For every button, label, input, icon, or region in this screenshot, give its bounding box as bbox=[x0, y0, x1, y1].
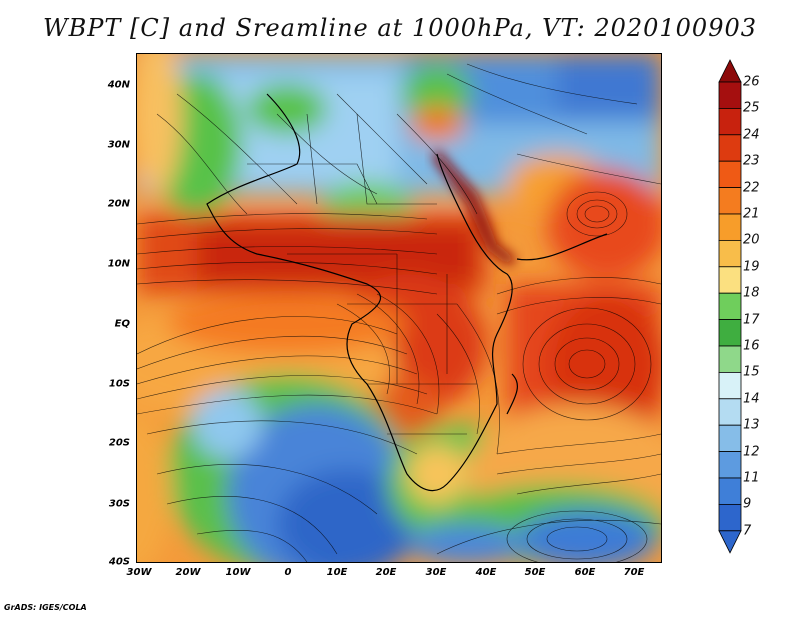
colorbar-tick-label: 7 bbox=[743, 523, 752, 539]
lon-label: 10E bbox=[326, 567, 348, 578]
colorbar-tick-label: 16 bbox=[743, 338, 760, 354]
colorbar-tick-label: 25 bbox=[743, 100, 760, 116]
country-borders bbox=[247, 113, 477, 435]
colorbar-tick-label: 13 bbox=[743, 417, 760, 433]
wbpt-field-map bbox=[137, 54, 661, 562]
colorbar-arrow-bottom bbox=[718, 530, 742, 554]
map-panel bbox=[136, 53, 662, 563]
lat-label: 20N bbox=[107, 198, 130, 210]
colorbar-swatch bbox=[718, 345, 742, 373]
temperature-shading bbox=[137, 54, 661, 562]
colorbar-tick-label: 26 bbox=[743, 74, 760, 90]
lon-label: 60E bbox=[574, 567, 596, 578]
colorbar-swatch bbox=[718, 371, 742, 400]
lat-label: 30S bbox=[108, 498, 130, 510]
colorbar-tick-label: 14 bbox=[743, 391, 760, 407]
colorbar-tick-label: 22 bbox=[743, 180, 760, 196]
lat-label: 30N bbox=[107, 139, 130, 151]
colorbar-tick-label: 15 bbox=[743, 364, 760, 380]
lon-label: 20W bbox=[175, 567, 201, 578]
colorbar-tick-label: 23 bbox=[743, 153, 760, 169]
lon-label: 70E bbox=[623, 567, 645, 578]
lat-label: 10S bbox=[108, 378, 130, 390]
coastlines bbox=[206, 93, 608, 492]
colorbar bbox=[718, 59, 742, 554]
colorbar-swatch bbox=[718, 108, 742, 136]
colorbar-swatch bbox=[718, 81, 742, 109]
colorbar-tick-label: 17 bbox=[743, 312, 760, 328]
lon-label: 30E bbox=[425, 567, 447, 578]
map-title: WBPT [C] and Sreamline at 1000hPa, VT: 2… bbox=[42, 14, 758, 42]
lon-label: 20E bbox=[375, 567, 397, 578]
lat-label: 10N bbox=[107, 258, 130, 270]
colorbar-swatch bbox=[718, 398, 742, 426]
colorbar-swatch bbox=[718, 319, 742, 347]
colorbar-tick-label: 9 bbox=[743, 496, 752, 512]
colorbar-tick-label: 20 bbox=[743, 232, 760, 248]
colorbar-tick-label: 24 bbox=[743, 127, 760, 143]
colorbar-arrow-top bbox=[718, 59, 742, 83]
lon-label: 10W bbox=[225, 567, 251, 578]
red-sea-hot-band bbox=[433, 149, 517, 266]
colorbar-tick-label: 11 bbox=[743, 470, 760, 486]
colorbar-swatch bbox=[718, 187, 742, 215]
streamlines bbox=[137, 63, 661, 562]
colorbar-swatch bbox=[718, 292, 742, 320]
colorbar-tick-label: 21 bbox=[743, 206, 760, 222]
lon-label: 40E bbox=[475, 567, 497, 578]
colorbar-swatch bbox=[718, 239, 742, 268]
colorbar-swatch bbox=[718, 451, 742, 479]
lat-label: 40N bbox=[107, 79, 130, 91]
lon-label: 30W bbox=[126, 567, 152, 578]
lat-label: 40S bbox=[108, 556, 130, 568]
colorbar-swatch bbox=[718, 160, 742, 188]
colorbar-swatch bbox=[718, 477, 742, 505]
lat-label: EQ bbox=[114, 318, 130, 330]
lon-label: 50E bbox=[524, 567, 546, 578]
colorbar-tick-label: 12 bbox=[743, 444, 760, 460]
colorbar-swatch bbox=[718, 503, 742, 532]
colorbar-swatch bbox=[718, 266, 742, 294]
lon-label: 0 bbox=[284, 567, 292, 578]
lat-label: 20S bbox=[108, 437, 130, 449]
colorbar-tick-label: 19 bbox=[743, 259, 760, 275]
colorbar-swatch bbox=[718, 134, 742, 162]
colorbar-tick-label: 18 bbox=[743, 285, 760, 301]
colorbar-swatch bbox=[718, 424, 742, 453]
credit-footer: GrADS: IGES/COLA bbox=[4, 603, 87, 612]
colorbar-swatch bbox=[718, 213, 742, 241]
